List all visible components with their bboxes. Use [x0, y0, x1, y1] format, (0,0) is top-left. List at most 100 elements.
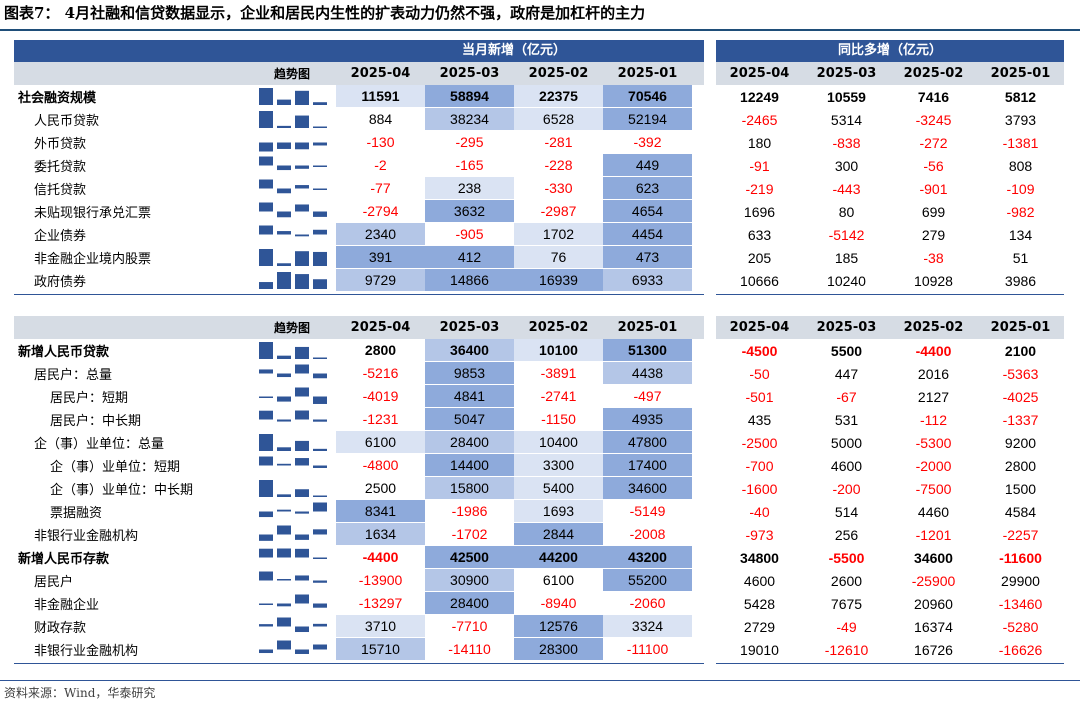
trend-sparkline — [259, 249, 327, 266]
yoy-value: -272 — [919, 134, 948, 151]
yoy-value: -12610 — [824, 641, 869, 658]
yoy-month-header-1: 2025-03 — [816, 320, 877, 335]
row-label: 委托贷款 — [34, 160, 87, 175]
yoy-value: -4500 — [741, 342, 778, 359]
row-label: 非金融企业 — [34, 598, 100, 613]
trend-bar — [277, 211, 291, 218]
trend-bar — [295, 387, 309, 397]
monthly-value: 3632 — [425, 200, 514, 223]
row-label: 财政存款 — [34, 621, 87, 636]
yoy-value: 5812 — [1004, 88, 1037, 105]
yoy-value: 29900 — [1001, 572, 1040, 589]
month-header-0: 2025-04 — [350, 320, 411, 335]
row-label: 非银行业金融机构 — [34, 644, 139, 659]
trend-bar — [277, 165, 291, 171]
monthly-value: -1150 — [514, 408, 603, 431]
monthly-value: -4800 — [336, 454, 425, 477]
trend-bar — [313, 396, 327, 404]
trend-sparkline — [259, 617, 327, 633]
trend-bar — [295, 458, 309, 466]
monthly-value: 28300 — [514, 638, 603, 661]
month-header-3: 2025-01 — [617, 320, 678, 335]
trend-bar — [295, 440, 309, 451]
yoy-value: -4400 — [915, 342, 952, 359]
yoy-value: -13460 — [998, 595, 1043, 612]
trend-bar — [295, 649, 309, 654]
yoy-value: 5314 — [830, 111, 863, 128]
trend-sparkline — [259, 364, 327, 379]
trend-bar — [259, 571, 273, 581]
monthly-value: 52194 — [603, 108, 692, 131]
yoy-value: 2127 — [917, 388, 950, 405]
month-header-1: 2025-03 — [439, 320, 500, 335]
trend-sparkline — [259, 111, 327, 128]
trend-bar — [295, 410, 309, 420]
trend-bar — [313, 644, 327, 650]
trend-bar — [259, 111, 273, 128]
monthly-value: -165 — [425, 154, 514, 177]
trend-sparkline — [259, 456, 327, 468]
trend-sparkline — [259, 571, 327, 583]
trend-bar — [277, 447, 291, 451]
trend-bar — [295, 346, 309, 359]
trend-bar — [313, 373, 327, 379]
section1-bottom-rule — [14, 294, 704, 295]
row-label: 居民户 — [34, 575, 74, 590]
monthly-value: -2060 — [603, 592, 692, 615]
yoy-value: 51 — [1012, 249, 1029, 266]
yoy-value: -901 — [919, 180, 948, 197]
monthly-value: 28400 — [425, 431, 514, 454]
monthly-value: -905 — [425, 223, 514, 246]
yoy-value: 10928 — [914, 272, 953, 289]
monthly-header-band: 当月新增（亿元） — [14, 40, 704, 62]
monthly-value: 2800 — [336, 339, 425, 362]
trend-bar — [313, 251, 327, 266]
monthly-value: 8341 — [336, 500, 425, 523]
row-label: 企（事）业单位：短期 — [50, 460, 181, 475]
yoy-value: 5000 — [830, 434, 863, 451]
monthly-value: 10100 — [514, 339, 603, 362]
trend-bar — [313, 529, 327, 535]
figure-title: 图表7： 4月社融和信贷数据显示，企业和居民内生性的扩表动力仍然不强，政府是加杠… — [4, 4, 646, 22]
yoy-value: 808 — [1008, 157, 1033, 174]
monthly-value: 2500 — [336, 477, 425, 500]
trend-bar — [313, 142, 327, 146]
yoy-value: -1381 — [1002, 134, 1039, 151]
monthly-value: 9729 — [336, 269, 425, 292]
trend-bar — [295, 234, 309, 237]
monthly-value: -1702 — [425, 523, 514, 546]
trend-bar — [277, 373, 291, 378]
monthly-value: 3324 — [603, 615, 692, 638]
monthly-value: -1231 — [336, 408, 425, 431]
trend-sparkline — [259, 434, 327, 451]
trend-bar — [277, 463, 291, 466]
trend-sparkline — [259, 548, 327, 559]
row-label: 新增人民币贷款 — [18, 345, 110, 360]
monthly-value: -7710 — [425, 615, 514, 638]
month-header-3: 2025-01 — [617, 66, 678, 81]
yoy-value: -973 — [745, 526, 774, 543]
yoy-value: -11600 — [999, 549, 1042, 566]
row-label: 企（事）业单位：总量 — [34, 437, 165, 452]
trend-sparkline — [259, 272, 327, 289]
trend-sparkline — [259, 387, 327, 404]
trend-bar — [259, 88, 273, 105]
monthly-value: 15800 — [425, 477, 514, 500]
yoy-value: 4600 — [743, 572, 776, 589]
yoy-value: -112 — [920, 411, 947, 428]
monthly-header-label: 当月新增（亿元） — [461, 43, 566, 58]
trend-bar — [295, 165, 309, 169]
row-label: 票据融资 — [50, 506, 103, 521]
trend-bar — [277, 355, 291, 359]
monthly-value: -8940 — [514, 592, 603, 615]
monthly-value: -13900 — [336, 569, 425, 592]
trend-bar — [277, 188, 291, 194]
monthly-value: 43200 — [603, 546, 692, 569]
monthly-value: -330 — [514, 177, 603, 200]
yoy-value: -838 — [832, 134, 861, 151]
trend-bar — [295, 548, 309, 558]
trend-bar — [259, 624, 273, 627]
monthly-value: -13297 — [336, 592, 425, 615]
monthly-value: 70546 — [603, 85, 692, 108]
yoy-value: -7500 — [915, 480, 952, 497]
